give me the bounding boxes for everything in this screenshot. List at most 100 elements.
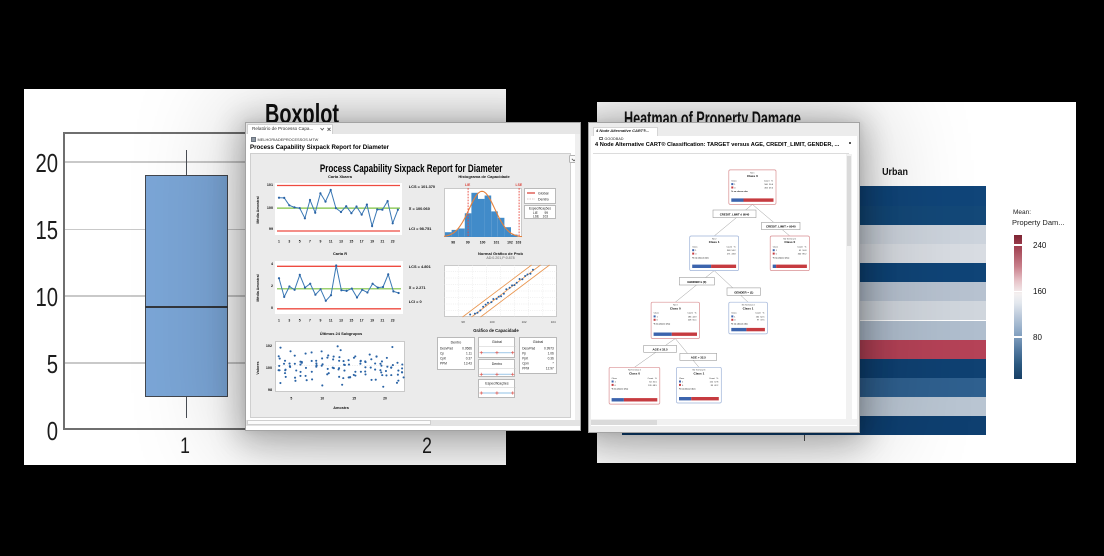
- svg-text:PPM: PPM: [522, 367, 529, 371]
- svg-text:Class 0: Class 0: [629, 372, 640, 376]
- svg-text:Class 0: Class 0: [670, 306, 681, 310]
- svg-text:Class: Class: [679, 378, 684, 380]
- svg-text:102: 102: [522, 320, 527, 324]
- svg-text:0.9566: 0.9566: [462, 347, 472, 351]
- svg-text:Class: Class: [692, 247, 697, 249]
- svg-text:GENDER = (1): GENDER = (1): [734, 290, 753, 294]
- svg-text:100: 100: [490, 320, 495, 324]
- svg-text:0: 0: [657, 320, 659, 322]
- svg-text:Count %: Count %: [648, 377, 657, 380]
- svg-text:Class 1: Class 1: [743, 306, 754, 310]
- svg-text:Count %: Count %: [764, 179, 773, 182]
- svg-text:21: 21: [381, 239, 385, 243]
- svg-text:Count %: Count %: [687, 312, 696, 315]
- svg-text:99: 99: [466, 241, 470, 245]
- svg-text:% na classe alvo: % na classe alvo: [679, 389, 696, 391]
- svg-text:Count %: Count %: [755, 312, 764, 315]
- svg-text:1: 1: [278, 318, 280, 322]
- svg-text:23: 23: [390, 318, 394, 322]
- svg-text:97 37.5: 97 37.5: [757, 320, 765, 322]
- svg-text:Dentro: Dentro: [450, 340, 461, 344]
- svg-text:348 56.2: 348 56.2: [727, 250, 737, 252]
- svg-text:41 10.8: 41 10.8: [799, 250, 807, 252]
- svg-text:LIE: LIE: [533, 211, 538, 215]
- svg-text:1.06: 1.06: [548, 352, 554, 356]
- svg-text:Nó 3: Nó 3: [673, 305, 678, 307]
- svg-text:LSE: LSE: [533, 215, 539, 219]
- svg-text:0: 0: [734, 187, 736, 189]
- svg-text:340 89.2: 340 89.2: [798, 254, 808, 256]
- svg-text:CpK: CpK: [439, 357, 446, 361]
- svg-text:*: *: [553, 362, 555, 366]
- svg-text:271 43.8: 271 43.8: [727, 254, 737, 256]
- svg-text:0: 0: [615, 385, 617, 387]
- svg-text:99: 99: [545, 211, 549, 215]
- svg-text:PPM: PPM: [439, 362, 446, 366]
- svg-text:1: 1: [278, 239, 280, 243]
- svg-text:9: 9: [320, 239, 322, 243]
- svg-text:Class 1: Class 1: [709, 240, 720, 244]
- svg-text:1.11: 1.11: [465, 352, 471, 356]
- svg-text:5: 5: [298, 318, 300, 322]
- svg-text:139 68.5: 139 68.5: [648, 385, 658, 387]
- svg-text:Nó Terminal 2: Nó Terminal 2: [628, 369, 642, 372]
- svg-text:1: 1: [682, 381, 684, 383]
- svg-text:11: 11: [328, 318, 332, 322]
- svg-text:506 50.6: 506 50.6: [764, 184, 774, 186]
- svg-text:15: 15: [352, 397, 356, 401]
- svg-text:101: 101: [494, 241, 500, 245]
- svg-text:AGE > 32.5: AGE > 32.5: [691, 355, 707, 359]
- svg-text:Count %: Count %: [797, 246, 806, 249]
- svg-text:Especificações: Especificações: [485, 381, 509, 385]
- svg-text:494 49.4: 494 49.4: [764, 187, 774, 189]
- svg-text:Cp: Cp: [439, 352, 443, 356]
- svg-text:228 55.1: 228 55.1: [688, 320, 698, 322]
- svg-text:Média Amostral: Média Amostral: [256, 196, 260, 223]
- svg-text:13: 13: [339, 239, 343, 243]
- svg-text:Especificações: Especificações: [529, 207, 551, 211]
- svg-text:15: 15: [349, 318, 353, 322]
- svg-text:13: 13: [339, 318, 343, 322]
- svg-text:PpK: PpK: [522, 357, 529, 361]
- svg-text:98: 98: [451, 241, 455, 245]
- svg-text:Class 0: Class 0: [784, 240, 795, 244]
- svg-text:Dentro: Dentro: [538, 198, 549, 202]
- svg-text:Class: Class: [731, 313, 736, 315]
- svg-text:100: 100: [480, 241, 486, 245]
- svg-text:9: 9: [319, 318, 321, 322]
- svg-text:Class 0: Class 0: [747, 174, 758, 178]
- svg-text:Global: Global: [533, 340, 544, 344]
- svg-text:7: 7: [309, 318, 311, 322]
- svg-text:19: 19: [370, 318, 374, 322]
- svg-text:Nó 2: Nó 2: [712, 238, 717, 240]
- svg-text:3: 3: [288, 318, 290, 322]
- svg-text:% na classe alvo: % na classe alvo: [654, 324, 671, 326]
- svg-text:23: 23: [391, 239, 395, 243]
- svg-text:103: 103: [543, 215, 549, 219]
- svg-text:64 31.5: 64 31.5: [649, 381, 657, 383]
- svg-text:10: 10: [321, 397, 325, 401]
- svg-text:Nó Terminal 3: Nó Terminal 3: [693, 369, 707, 372]
- svg-text:17: 17: [360, 239, 364, 243]
- svg-text:1: 1: [734, 184, 736, 186]
- svg-text:0: 0: [682, 385, 684, 387]
- svg-text:Class: Class: [731, 180, 736, 182]
- svg-text:Cpm: Cpm: [522, 362, 529, 366]
- svg-text:1: 1: [734, 316, 736, 318]
- svg-text:7: 7: [309, 239, 311, 243]
- svg-text:186 44.9: 186 44.9: [688, 316, 698, 318]
- svg-text:Dentro: Dentro: [491, 362, 502, 366]
- svg-text:Nó Terminal 4: Nó Terminal 4: [742, 304, 756, 307]
- svg-text:% na classe alvo: % na classe alvo: [731, 324, 748, 326]
- svg-text:DesvPad: DesvPad: [439, 347, 452, 351]
- svg-text:21: 21: [380, 318, 384, 322]
- svg-text:Count %: Count %: [709, 377, 718, 380]
- svg-text:122 57.8: 122 57.8: [710, 381, 720, 383]
- svg-text:0: 0: [776, 254, 778, 256]
- svg-text:% na classe alvo: % na classe alvo: [731, 191, 748, 193]
- svg-text:12.97: 12.97: [546, 367, 554, 371]
- svg-text:104: 104: [551, 320, 556, 324]
- svg-text:Valores: Valores: [256, 361, 260, 374]
- svg-text:Global: Global: [491, 340, 501, 344]
- svg-text:% na classe alvo: % na classe alvo: [692, 257, 709, 259]
